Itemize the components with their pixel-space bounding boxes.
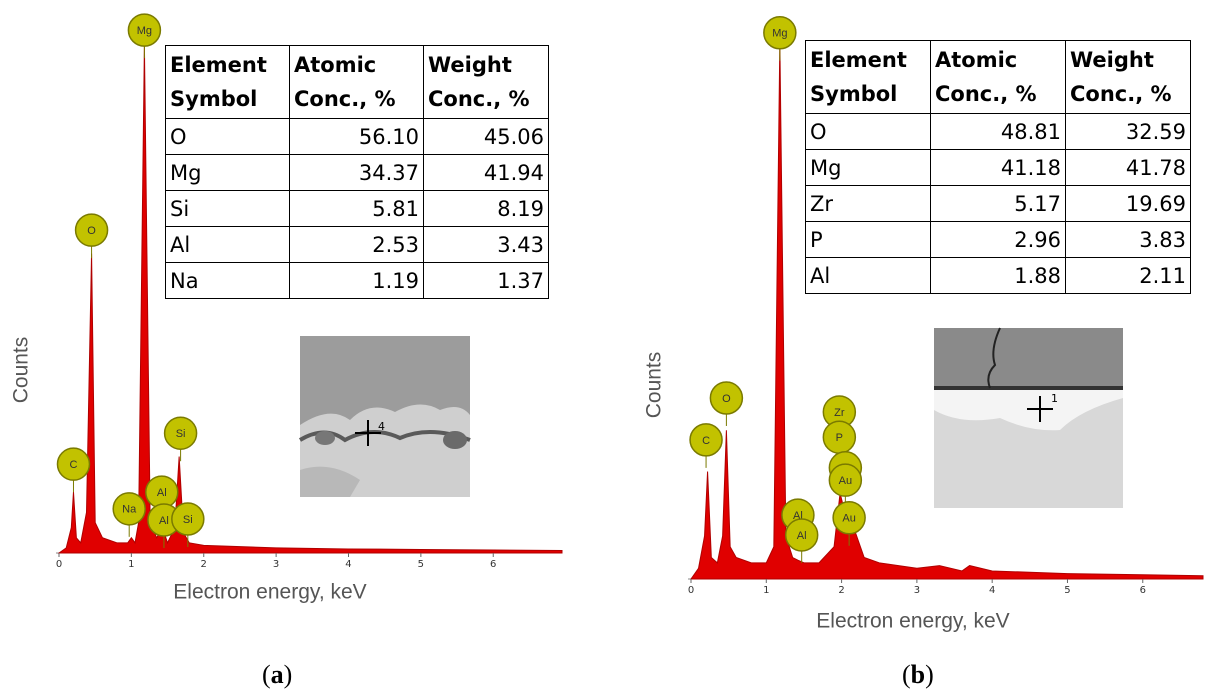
peak-label: Au [842, 513, 855, 525]
table-cell: Na [166, 263, 290, 299]
peak-label: O [722, 393, 731, 405]
header-cell: Atomic Conc., % [931, 41, 1066, 114]
peak-label: Na [122, 504, 137, 516]
table-cell: 2.53 [290, 227, 424, 263]
table-cell: 5.81 [290, 191, 424, 227]
y-axis-label: Counts [643, 352, 666, 419]
x-tick-label: 0 [56, 559, 62, 570]
table-cell: Mg [166, 155, 290, 191]
x-tick-label: 2 [838, 585, 844, 596]
x-tick-label: 4 [989, 585, 995, 596]
x-tick-label: 6 [1140, 585, 1146, 596]
table-cell: 41.78 [1066, 150, 1191, 186]
sem-inset [934, 328, 1123, 508]
table-cell: 1.19 [290, 263, 424, 299]
caption: (a) [262, 660, 292, 690]
table-cell: 3.43 [424, 227, 549, 263]
table-cell: 3.83 [1066, 222, 1191, 258]
header-cell: Weight Conc., % [424, 46, 549, 119]
header-cell: Element Symbol [806, 41, 931, 114]
table-cell: 1.37 [424, 263, 549, 299]
x-tick-label: 5 [418, 559, 424, 570]
table-cell: 19.69 [1066, 186, 1191, 222]
table-cell: 2.96 [931, 222, 1066, 258]
x-tick-label: 3 [914, 585, 920, 596]
x-tick-label: 3 [273, 559, 279, 570]
peak-label: C [69, 459, 77, 471]
caption-letter: b [911, 660, 925, 689]
table-cell: O [166, 119, 290, 155]
table-cell: 41.18 [931, 150, 1066, 186]
peak-label: C [702, 435, 710, 447]
x-tick-label: 6 [490, 559, 496, 570]
table-cell: P [806, 222, 931, 258]
table-row: Al1.882.11 [806, 258, 1191, 294]
table-cell: Mg [806, 150, 931, 186]
peak-label: P [836, 432, 843, 444]
table-cell: 32.59 [1066, 114, 1191, 150]
table-cell: 8.19 [424, 191, 549, 227]
y-axis-label: Counts [10, 337, 33, 404]
peak-label: Si [176, 428, 186, 440]
x-axis-label: Electron energy, keV [173, 581, 366, 604]
table-cell: 34.37 [290, 155, 424, 191]
caption-text: ) [284, 660, 293, 689]
x-tick-label: 5 [1064, 585, 1070, 596]
x-tick-label: 1 [763, 585, 769, 596]
peak-label: Si [183, 514, 193, 526]
table-cell: 2.11 [1066, 258, 1191, 294]
header-cell: Element Symbol [166, 46, 290, 119]
table-cell: 1.88 [931, 258, 1066, 294]
table-cell: Al [166, 227, 290, 263]
header-cell: Atomic Conc., % [290, 46, 424, 119]
x-tick-label: 0 [688, 585, 694, 596]
x-tick-label: 4 [345, 559, 351, 570]
peak-label: Zr [834, 407, 845, 419]
sem-inset [300, 336, 470, 497]
peak-label: O [87, 225, 96, 237]
peak-label: Mg [772, 28, 787, 40]
figure: 0123456Electron energy, keVCountsCOMgNaA… [0, 0, 1206, 693]
caption: (b) [902, 660, 934, 690]
peak-label: Al [797, 530, 807, 542]
table-cell: 41.94 [424, 155, 549, 191]
table-cell: Si [166, 191, 290, 227]
table-cell: 45.06 [424, 119, 549, 155]
peak-label: Mg [137, 25, 152, 37]
peak-label: Al [157, 487, 167, 499]
table-cell: Al [806, 258, 931, 294]
table-cell: 56.10 [290, 119, 424, 155]
header-cell: Weight Conc., % [1066, 41, 1191, 114]
x-tick-label: 1 [128, 559, 134, 570]
inset-marker: 4 [378, 420, 385, 433]
table-cell: 5.17 [931, 186, 1066, 222]
table-cell: 48.81 [931, 114, 1066, 150]
peak-label: Al [159, 515, 169, 527]
caption-text: ) [925, 660, 934, 689]
caption-letter: a [271, 660, 284, 689]
caption-text: ( [902, 660, 911, 689]
peak-label: Au [839, 475, 852, 487]
table-cell: Zr [806, 186, 931, 222]
x-tick-label: 2 [201, 559, 207, 570]
x-axis-label: Electron energy, keV [816, 610, 1009, 633]
inset-marker: 1 [1051, 392, 1058, 405]
table-cell: O [806, 114, 931, 150]
caption-text: ( [262, 660, 271, 689]
